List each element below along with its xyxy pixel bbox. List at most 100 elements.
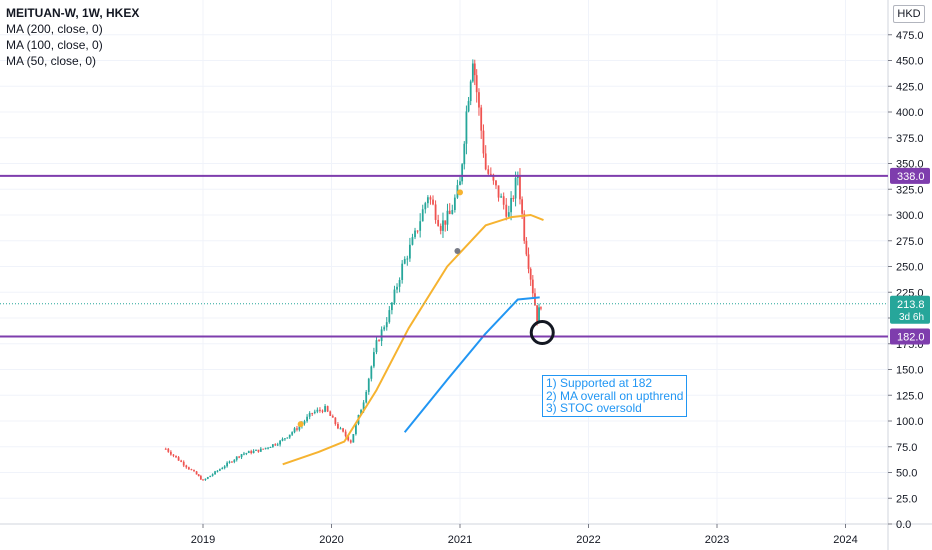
candle-body bbox=[375, 340, 378, 353]
signal-marker bbox=[457, 189, 463, 196]
candle-body bbox=[442, 220, 444, 231]
candle-body bbox=[484, 153, 487, 170]
candle-body bbox=[398, 279, 401, 287]
y-tick-label: 475.0 bbox=[896, 30, 924, 42]
indicator-ma50[interactable]: MA (50, close, 0) bbox=[6, 54, 97, 68]
candle-body bbox=[177, 457, 180, 461]
candle-body bbox=[169, 451, 172, 455]
candle-body bbox=[211, 474, 214, 476]
candle-body bbox=[527, 254, 530, 269]
x-axis: 2019 2020 2021 2022 2023 2024 bbox=[191, 524, 858, 546]
candle-body bbox=[175, 455, 177, 458]
candle-body bbox=[396, 286, 398, 290]
candle-body bbox=[419, 221, 422, 231]
candle-body bbox=[446, 210, 449, 225]
candle-body bbox=[206, 477, 209, 479]
support-highlight-circle bbox=[529, 320, 555, 346]
candle-body bbox=[411, 237, 414, 245]
candle-body bbox=[326, 406, 329, 412]
x-tick-label: 2024 bbox=[833, 534, 857, 546]
candle-body bbox=[473, 63, 476, 76]
candle-body bbox=[259, 448, 262, 452]
candle-body bbox=[218, 469, 221, 471]
candle-body bbox=[235, 456, 238, 460]
candle-body bbox=[226, 462, 228, 467]
countdown-label: 3d 6h bbox=[899, 312, 924, 323]
candle-body bbox=[231, 461, 233, 463]
candle-body bbox=[393, 289, 396, 303]
candle-body bbox=[316, 409, 319, 412]
y-tick-label: 375.0 bbox=[896, 133, 924, 145]
y-tick-label: 250.0 bbox=[896, 262, 924, 274]
candle-body bbox=[390, 302, 393, 311]
ma100-line bbox=[403, 296, 540, 433]
candle-body bbox=[216, 470, 219, 472]
candle-body bbox=[262, 448, 265, 450]
candle-body bbox=[514, 177, 517, 199]
candle-body bbox=[385, 322, 388, 328]
candle-body bbox=[264, 447, 267, 449]
candle-body bbox=[538, 307, 540, 322]
analysis-note: 1) Supported at 182 2) MA overall on upt… bbox=[542, 375, 688, 417]
candle-body bbox=[429, 197, 432, 200]
candle-body bbox=[313, 411, 316, 414]
candle-body bbox=[424, 203, 427, 210]
candle-body bbox=[349, 440, 352, 443]
candle-body bbox=[480, 107, 483, 131]
candle-body bbox=[319, 409, 321, 411]
signal-marker bbox=[297, 421, 304, 428]
support-price-tag: 182.0 bbox=[897, 332, 925, 344]
candle-body bbox=[482, 130, 485, 154]
x-tick-label: 2022 bbox=[576, 534, 600, 546]
candle-body bbox=[432, 199, 434, 205]
x-tick-label: 2020 bbox=[319, 534, 343, 546]
candle-body bbox=[243, 453, 245, 455]
candle-body bbox=[355, 424, 357, 435]
indicator-ma100[interactable]: MA (100, close, 0) bbox=[6, 38, 103, 52]
candle-body bbox=[284, 438, 286, 440]
candle-body bbox=[337, 423, 339, 429]
x-tick-label: 2019 bbox=[191, 534, 215, 546]
candle-body bbox=[190, 469, 193, 471]
candle-body bbox=[360, 410, 362, 415]
indicator-ma200[interactable]: MA (200, close, 0) bbox=[6, 22, 103, 36]
candle-body bbox=[296, 428, 298, 430]
candle-body bbox=[434, 204, 437, 220]
candle-body bbox=[311, 413, 314, 415]
y-tick-label: 275.0 bbox=[896, 236, 924, 248]
candle-body bbox=[233, 459, 236, 463]
y-tick-label: 100.0 bbox=[896, 416, 924, 428]
candle-body bbox=[459, 181, 461, 186]
candles bbox=[164, 59, 542, 481]
last-price-tag-bg bbox=[890, 295, 930, 324]
candle-body bbox=[352, 434, 355, 443]
candle-body bbox=[281, 438, 284, 441]
candle-body bbox=[519, 175, 521, 200]
candle-body bbox=[534, 293, 536, 306]
currency-label[interactable]: HKD bbox=[893, 5, 925, 23]
candle-body bbox=[444, 220, 447, 225]
candle-body bbox=[255, 449, 257, 451]
candle-body bbox=[507, 212, 510, 217]
candle-body bbox=[469, 81, 472, 102]
candle-body bbox=[536, 305, 538, 322]
candle-body bbox=[540, 307, 542, 309]
candle-body bbox=[298, 426, 301, 430]
y-tick-label: 25.0 bbox=[896, 493, 917, 505]
candle-body bbox=[324, 406, 326, 412]
candle-body bbox=[367, 378, 370, 392]
candle-body bbox=[347, 436, 350, 441]
candle-body bbox=[291, 432, 294, 435]
candle-body bbox=[451, 209, 454, 215]
candle-body bbox=[279, 440, 281, 445]
ma50-line bbox=[282, 214, 544, 466]
candle-body bbox=[495, 180, 497, 186]
candle-body bbox=[370, 366, 373, 379]
y-tick-label: 50.0 bbox=[896, 468, 917, 480]
candle-body bbox=[180, 460, 183, 462]
candle-body bbox=[286, 437, 289, 439]
note-line-3: 3) STOC oversold bbox=[546, 401, 642, 415]
x-tick-label: 2023 bbox=[705, 534, 729, 546]
last-price-tag: 213.8 bbox=[897, 299, 925, 311]
